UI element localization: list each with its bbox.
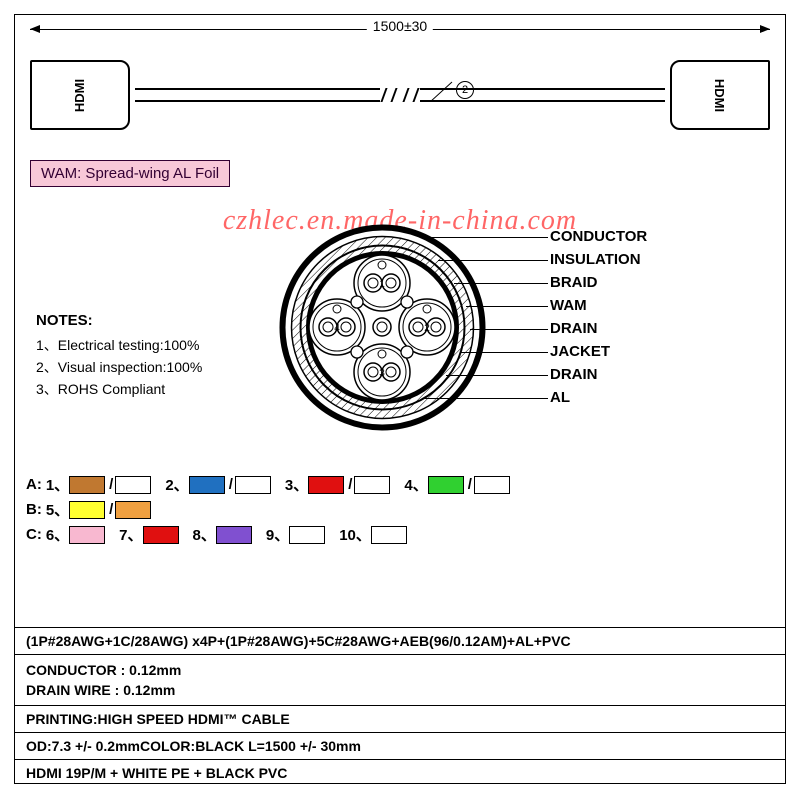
leader-line xyxy=(438,260,548,261)
notes-header: NOTES: xyxy=(24,312,202,329)
spec-construction: (1P#28AWG+1C/28AWG) x4P+(1P#28AWG)+5C#28… xyxy=(14,628,786,655)
leader-line xyxy=(422,398,548,399)
color-swatch xyxy=(474,476,510,494)
svg-text:1: 1 xyxy=(379,279,385,290)
color-swatch xyxy=(143,526,179,544)
legend-number: 5、 xyxy=(46,499,69,520)
note-item: 2、Visual inspection:100% xyxy=(24,357,202,377)
color-swatch xyxy=(69,501,105,519)
cross-section: 1 2 3 4 xyxy=(275,220,490,435)
leader-line xyxy=(466,306,548,307)
connector-label-right: HDMI xyxy=(713,78,728,111)
wam-note: WAM: Spread-wing AL Foil xyxy=(30,160,230,187)
note-item: 3、ROHS Compliant xyxy=(24,379,202,399)
color-legend: A:1、/2、/3、/4、/ B:5、/ C:6、 7、 8、 9、 10、 xyxy=(26,470,780,549)
color-swatch xyxy=(115,476,151,494)
legend-number: 4、 xyxy=(404,474,427,495)
legend-number: 6、 xyxy=(46,524,69,545)
color-swatch xyxy=(235,476,271,494)
color-swatch xyxy=(289,526,325,544)
legend-number: 1、 xyxy=(46,474,69,495)
legend-number: 9、 xyxy=(266,524,289,545)
legend-key: C: xyxy=(26,526,42,543)
legend-row: C:6、 7、 8、 9、 10、 xyxy=(26,524,780,545)
leader-line xyxy=(460,352,548,353)
legend-number: 7、 xyxy=(119,524,142,545)
label-drain2: DRAIN xyxy=(550,363,647,386)
leader-line xyxy=(470,329,548,330)
connector-left: HDMI xyxy=(30,60,130,130)
notes-block: NOTES: 1、Electrical testing:100% 2、Visua… xyxy=(24,310,202,401)
label-al: AL xyxy=(550,386,647,409)
color-swatch xyxy=(189,476,225,494)
callout-2: 2 xyxy=(430,78,474,102)
label-conductor: CONDUCTOR xyxy=(550,225,647,248)
color-swatch xyxy=(69,476,105,494)
legend-key: B: xyxy=(26,501,42,518)
label-drain: DRAIN xyxy=(550,317,647,340)
cable-assembly: HDMI 2 HDMI xyxy=(30,50,770,140)
legend-number: 8、 xyxy=(193,524,216,545)
label-insulation: INSULATION xyxy=(550,248,647,271)
color-swatch xyxy=(69,526,105,544)
legend-number: 3、 xyxy=(285,474,308,495)
color-swatch xyxy=(115,501,151,519)
spec-od-color: OD:7.3 +/- 0.2mmCOLOR:BLACK L=1500 +/- 3… xyxy=(14,733,786,760)
color-swatch xyxy=(371,526,407,544)
label-wam: WAM xyxy=(550,294,647,317)
svg-text:4: 4 xyxy=(334,323,340,334)
svg-text:3: 3 xyxy=(379,368,385,379)
dimension-value: 1500±30 xyxy=(367,18,433,34)
legend-number: 10、 xyxy=(339,524,371,545)
color-swatch xyxy=(428,476,464,494)
label-jacket: JACKET xyxy=(550,340,647,363)
svg-text:2: 2 xyxy=(424,323,430,334)
spec-summary: HDMI 19P/M + WHITE PE + BLACK PVC xyxy=(14,760,786,786)
legend-row: B:5、/ xyxy=(26,499,780,520)
overall-dimension: 1500±30 xyxy=(30,22,770,38)
spec-printing: PRINTING:HIGH SPEED HDMI™ CABLE xyxy=(14,706,786,733)
note-item: 1、Electrical testing:100% xyxy=(24,335,202,355)
legend-key: A: xyxy=(26,476,42,493)
legend-row: A:1、/2、/3、/4、/ xyxy=(26,474,780,495)
leader-line xyxy=(446,375,548,376)
spec-conductor-drain: CONDUCTOR : 0.12mm DRAIN WIRE : 0.12mm xyxy=(14,655,786,706)
spec-table: (1P#28AWG+1C/28AWG) x4P+(1P#28AWG)+5C#28… xyxy=(14,627,786,786)
break-symbol xyxy=(380,78,420,112)
layer-labels: CONDUCTOR INSULATION BRAID WAM DRAIN JAC… xyxy=(550,225,647,409)
leader-line xyxy=(420,237,548,238)
label-braid: BRAID xyxy=(550,271,647,294)
color-swatch xyxy=(354,476,390,494)
color-swatch xyxy=(308,476,344,494)
color-swatch xyxy=(216,526,252,544)
connector-label-left: HDMI xyxy=(73,78,88,111)
leader-line xyxy=(454,283,548,284)
connector-right: HDMI xyxy=(670,60,770,130)
legend-number: 2、 xyxy=(165,474,188,495)
